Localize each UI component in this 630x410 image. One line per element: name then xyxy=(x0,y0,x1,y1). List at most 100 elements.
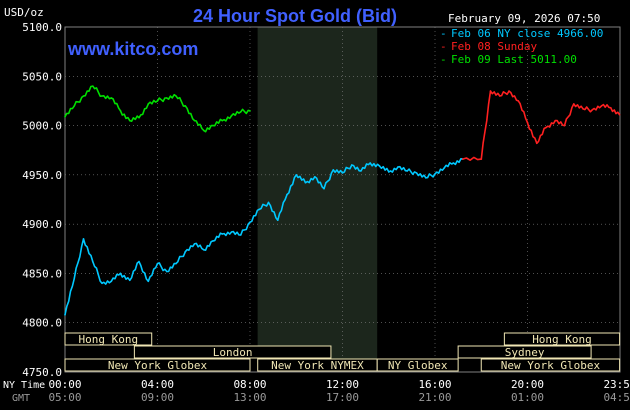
x-tick-ny: 08:00 xyxy=(233,378,266,391)
ny-session-shade xyxy=(257,27,378,372)
series-0-point xyxy=(258,208,261,211)
series-2-point xyxy=(184,105,187,107)
series-0-point xyxy=(193,243,196,245)
y-tick-label: 4950.0 xyxy=(22,169,62,182)
series-1-point xyxy=(563,124,566,127)
x-tick-ny: 00:00 xyxy=(48,378,81,391)
series-2-point xyxy=(193,119,196,122)
series-2-point xyxy=(165,97,168,99)
series-1-point xyxy=(554,119,557,122)
series-0-point xyxy=(73,277,76,280)
series-2-point xyxy=(138,116,140,119)
x-axis-ticks: 00:00 04:00 08:00 12:00 16:00 20:00 23:59 05:00… xyxy=(48,378,630,404)
series-0-point xyxy=(350,164,353,166)
legend-entry-3: Feb 09 Last 5011.00 xyxy=(451,53,577,66)
series-0-point xyxy=(369,162,372,164)
series-1-point xyxy=(480,158,483,160)
session-band: New York Globex xyxy=(480,358,621,372)
session-box xyxy=(376,358,459,372)
series-2-point xyxy=(64,115,66,118)
series-0-point xyxy=(249,221,251,223)
series-2-point xyxy=(147,103,150,105)
series-2-point xyxy=(91,85,94,87)
y-tick-label: 4800.0 xyxy=(22,317,62,330)
series-1-point xyxy=(461,158,464,160)
series-0-point xyxy=(212,240,214,242)
series-2-point xyxy=(119,109,122,112)
series-1-point xyxy=(582,108,584,110)
series-line-0 xyxy=(64,158,463,315)
x-tick-ny: 16:00 xyxy=(418,378,451,391)
y-tick-label: 4900.0 xyxy=(22,218,62,231)
gmt-label: GMT xyxy=(12,393,30,404)
session-label: New York Globex xyxy=(108,359,208,372)
series-0-point xyxy=(230,231,233,233)
chart-date: February 09, 2026 07:50 xyxy=(448,12,600,25)
series-1-point xyxy=(489,90,492,92)
x-tick-gmt: 09:00 xyxy=(141,391,174,404)
price-series xyxy=(64,85,621,316)
series-1-point xyxy=(517,100,520,102)
session-band: New York NYMEX xyxy=(257,358,378,372)
chart-title: 24 Hour Spot Gold (Bid) xyxy=(193,6,397,26)
series-2-point xyxy=(212,124,214,127)
series-2-point xyxy=(128,119,131,122)
legend-entry-2: Feb 08 Sunday xyxy=(451,40,537,53)
y-axis-ticks: 5100.0 5050.0 5000.0 4950.0 4900.0 4850.0 4800… xyxy=(22,21,62,379)
watermark: www.kitco.com xyxy=(67,39,198,59)
series-0-point xyxy=(332,169,335,171)
series-0-point xyxy=(452,162,455,164)
series-0-point xyxy=(434,173,436,175)
legend-entry-1: Feb 06 NY close 4966.00 xyxy=(451,27,603,40)
series-1-point xyxy=(545,126,547,129)
series-2-point xyxy=(110,97,113,99)
series-0-point xyxy=(64,314,66,316)
x-tick-ny: 23:59 xyxy=(603,378,630,391)
series-0-point xyxy=(295,174,298,176)
x-tick-gmt: 05:00 xyxy=(48,391,81,404)
series-2-point xyxy=(239,110,242,113)
series-0-point xyxy=(406,170,409,172)
series-1-point xyxy=(600,105,603,107)
legend-dash-3: - xyxy=(440,53,447,66)
session-band: Sydney xyxy=(457,345,592,359)
series-0-point xyxy=(360,170,362,172)
x-tick-gmt: 21:00 xyxy=(418,391,451,404)
session-box xyxy=(457,345,592,359)
series-0-point xyxy=(424,177,427,179)
series-1-point xyxy=(572,103,575,105)
x-tick-gmt: 13:00 xyxy=(233,391,266,404)
series-2-point xyxy=(249,109,251,112)
y-tick-label: 5000.0 xyxy=(22,120,62,133)
session-band: NY Globex xyxy=(376,358,459,372)
series-0-point xyxy=(286,193,288,196)
y-tick-label: 5100.0 xyxy=(22,21,62,34)
session-label: New York NYMEX xyxy=(271,359,364,372)
x-tick-gmt: 17:00 xyxy=(326,391,359,404)
y-tick-label: 4750.0 xyxy=(22,366,62,379)
session-bands: Hong Kong London New York Globex New York N… xyxy=(64,332,621,372)
series-0-point xyxy=(82,238,85,240)
series-2-point xyxy=(156,100,159,102)
series-1-point xyxy=(609,107,612,109)
session-box xyxy=(64,332,153,346)
legend-dash-2: - xyxy=(440,40,447,53)
x-tick-ny: 12:00 xyxy=(326,378,359,391)
ny-time-label: NY Time xyxy=(3,380,45,391)
series-2-point xyxy=(73,105,76,107)
series-0-point xyxy=(397,166,399,168)
legend: - Feb 06 NY close 4966.00 - Feb 08 Sunda… xyxy=(440,27,603,66)
series-0-point xyxy=(175,262,177,265)
session-box xyxy=(64,358,251,372)
series-0-point xyxy=(239,234,242,236)
series-0-point xyxy=(202,248,205,251)
legend-dash-1: - xyxy=(440,27,447,40)
series-1-point xyxy=(508,90,510,92)
session-label: Hong Kong xyxy=(79,333,139,346)
session-box xyxy=(480,358,621,372)
series-0-point xyxy=(387,171,390,173)
session-box xyxy=(503,332,621,346)
session-band: New York Globex xyxy=(64,358,251,372)
series-1-point xyxy=(618,113,621,116)
series-2-point xyxy=(101,95,103,97)
